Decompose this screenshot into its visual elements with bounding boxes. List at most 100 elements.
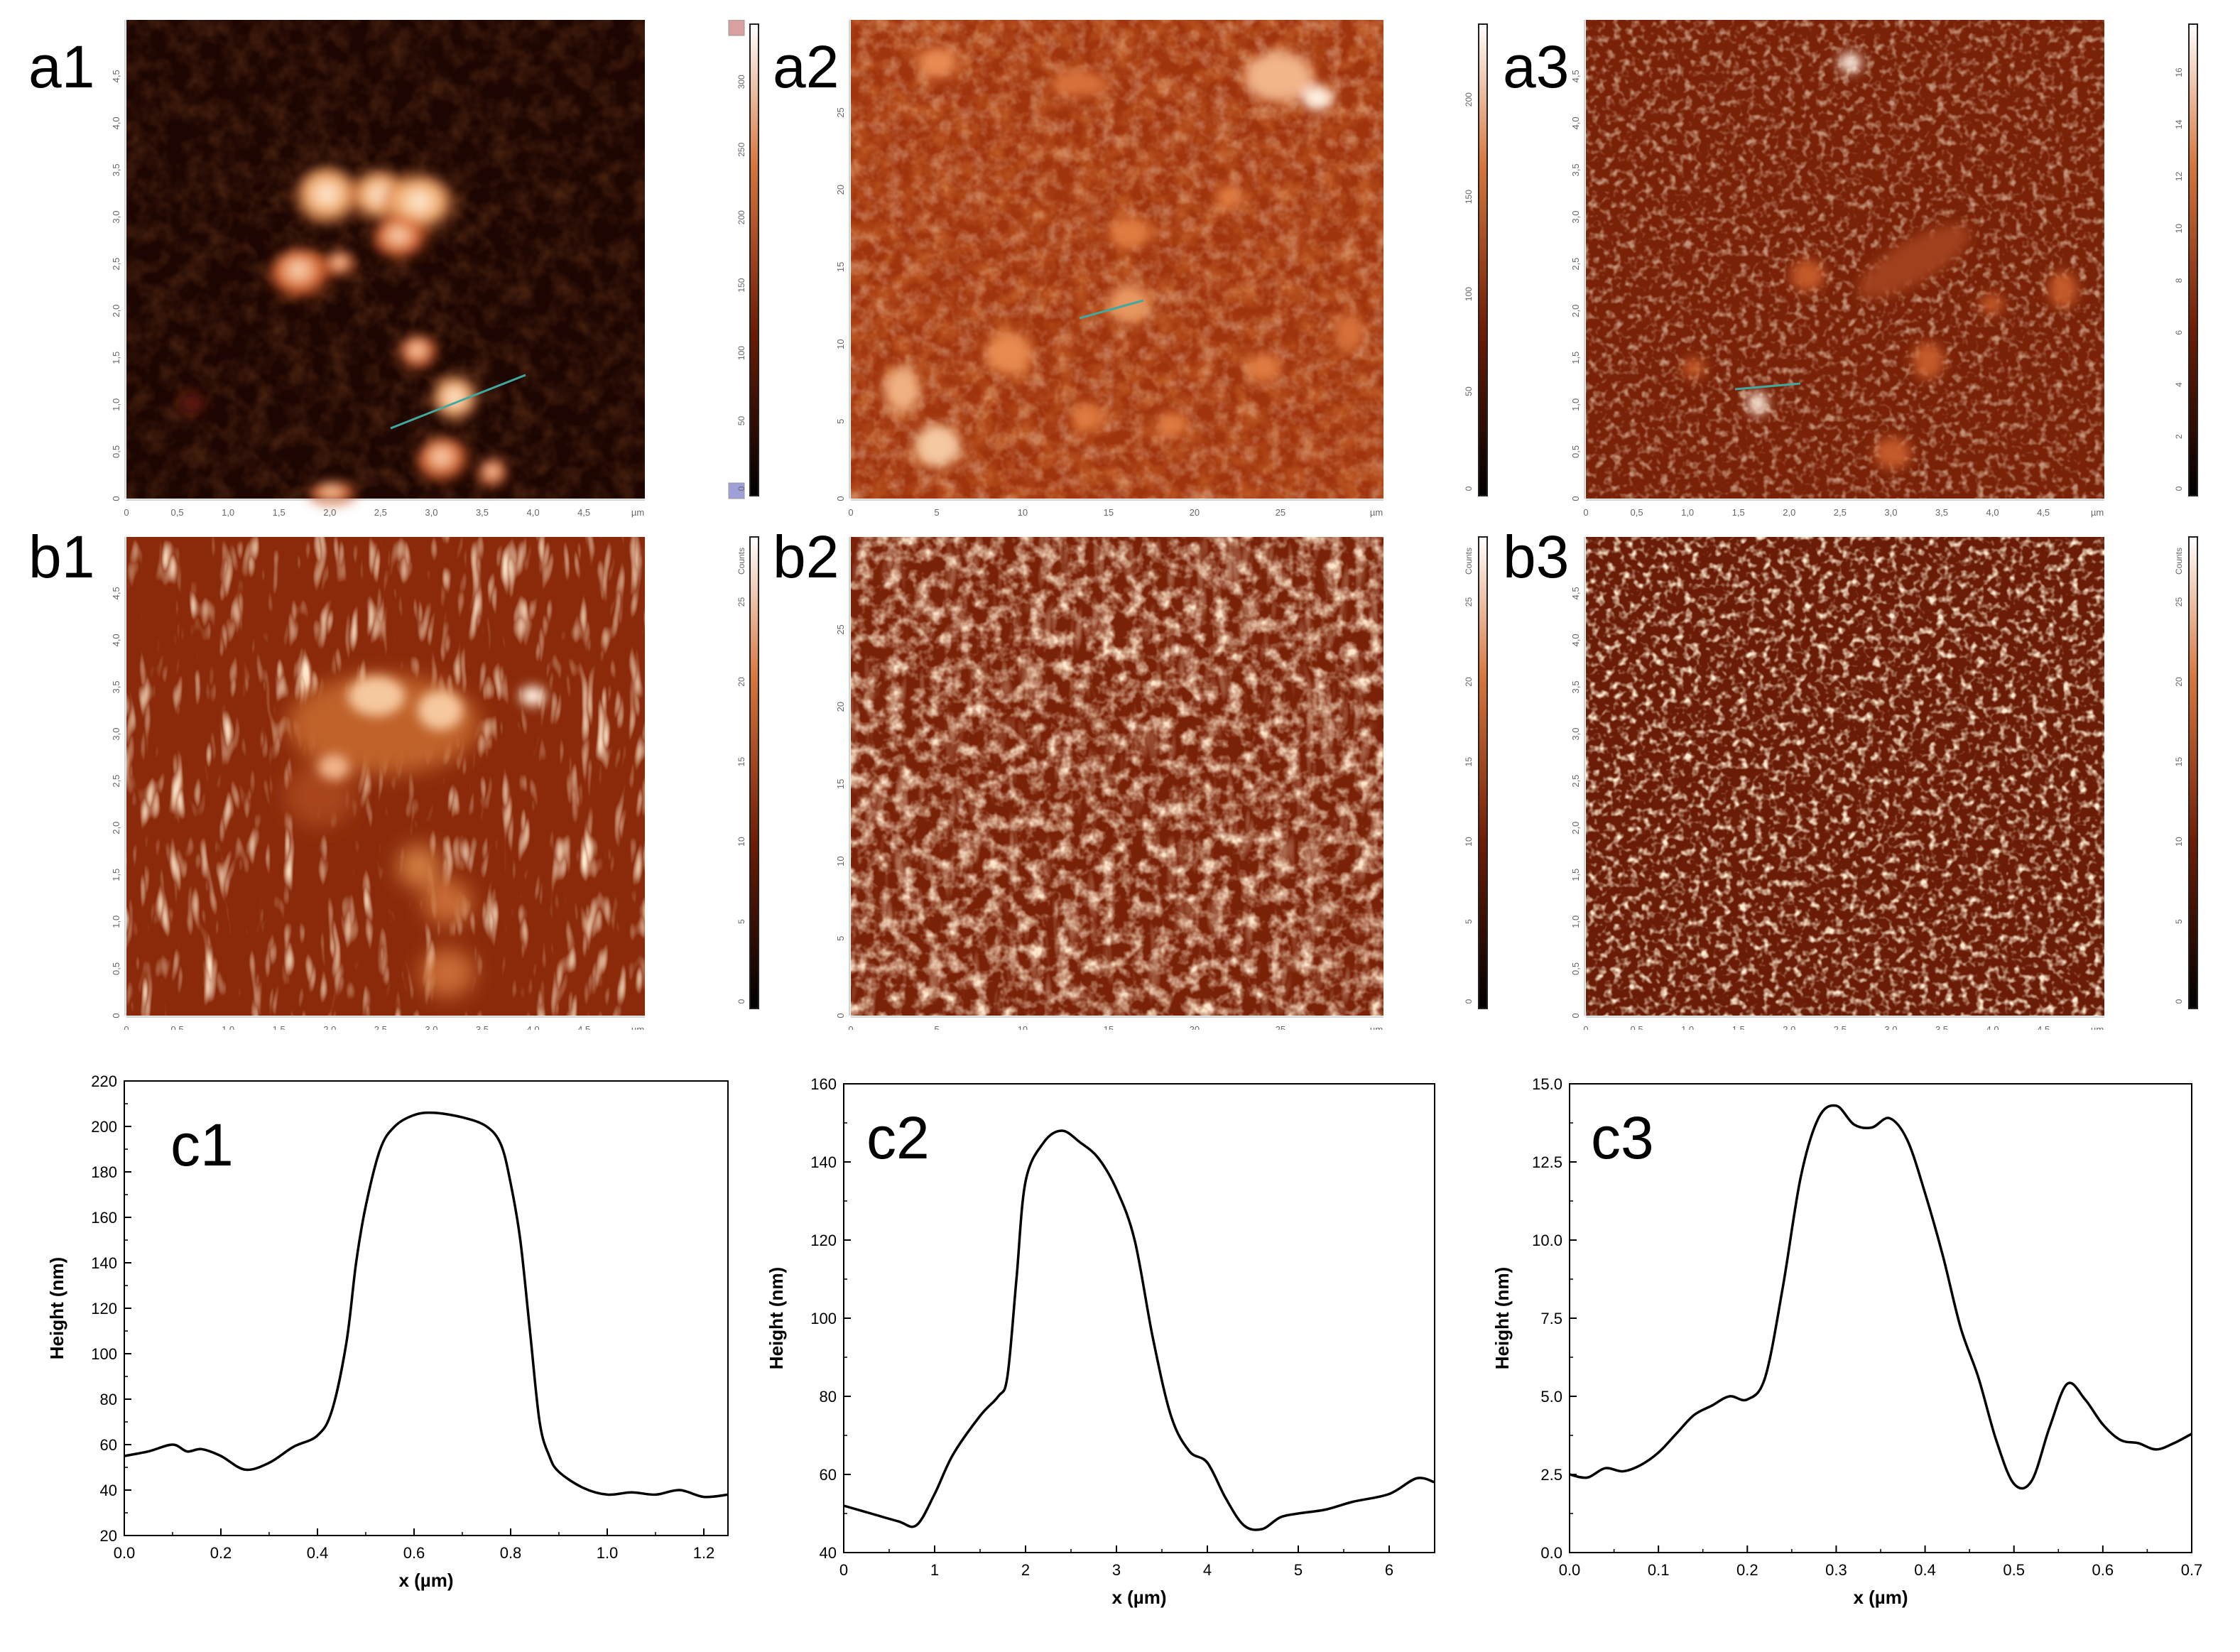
afm-image-b2: 0 0 5 5 10 10 15 15 20 20 25 25 µm [831, 533, 1399, 1030]
x-tick-label: 0.4 [307, 1544, 329, 1562]
y-tick-label: 140 [810, 1153, 837, 1171]
y-tick-label: 120 [91, 1300, 117, 1317]
x-tick-label: 0 [848, 507, 853, 518]
x-tick-label: 0 [1583, 1024, 1588, 1030]
y-tick-label: 1,0 [1570, 398, 1581, 411]
y-tick-label: 15 [835, 779, 846, 789]
colorbar-a2: 0 50 100 150 200 [1463, 20, 1506, 510]
colorbar-tick-label: 20 [2174, 677, 2184, 687]
y-tick-label: 5 [835, 936, 846, 941]
colorbar-tick-label: 15 [1464, 757, 1474, 767]
y-tick-label: 2,5 [111, 258, 121, 271]
afm-image-b3: 0 0 0,5 0,5 1,0 1,0 1,5 1,5 2,0 2,0 2,5 2,5 3,0 3,0 3,… [1566, 533, 2120, 1030]
colorbar-tick-label: 5 [1464, 919, 1474, 924]
x-tick-label: 0.5 [2003, 1561, 2025, 1579]
x-tick-label: 0.4 [1914, 1561, 1936, 1579]
panel-label-c1: c1 [170, 1112, 234, 1178]
y-tick-label: 0 [111, 1013, 121, 1018]
y-tick-label: 20 [835, 702, 846, 712]
x-tick-label: 4,5 [2037, 1024, 2050, 1030]
x-tick-label: 5 [934, 1024, 939, 1030]
colorbar-tick-label: 100 [1464, 287, 1474, 301]
y-axis-label: Height (nm) [46, 1257, 67, 1359]
x-tick-label: 0 [839, 1561, 848, 1579]
x-axis-label: x (µm) [398, 1570, 453, 1591]
x-tick-label: 2 [1021, 1561, 1030, 1579]
x-tick-label: 4,5 [577, 507, 590, 518]
y-tick-label: 0,5 [1570, 445, 1581, 458]
x-tick-label: 0 [124, 1024, 129, 1030]
x-tick-label: 0 [848, 1024, 853, 1030]
x-tick-label: 0.8 [500, 1544, 522, 1562]
x-tick-label: 4,5 [2037, 507, 2050, 518]
colorbar-tick-label: 50 [1464, 386, 1474, 396]
axis-unit-label: µm [2091, 1024, 2104, 1030]
x-tick-label: 1,5 [273, 1024, 286, 1030]
x-tick-label: 0.7 [2181, 1561, 2203, 1579]
x-tick-label: 4,0 [1986, 507, 1999, 518]
x-tick-label: 3,0 [425, 1024, 437, 1030]
x-tick-label: 0.0 [114, 1544, 136, 1562]
y-tick-label: 5 [835, 419, 846, 424]
x-tick-label: 15 [1104, 507, 1114, 518]
colorbar-tick-label: 4 [2174, 382, 2184, 387]
y-tick-label: 220 [91, 1072, 117, 1090]
y-tick-label: 3,5 [1570, 680, 1581, 693]
x-tick-label: 2,5 [1834, 1024, 1847, 1030]
y-tick-label: 3,5 [1570, 163, 1581, 176]
y-axis-label: Height (nm) [1491, 1267, 1513, 1369]
height-profile-c3: 0.0 0.1 0.2 0.3 0.4 0.5 0.6 0.7 0.0 2.5 5.0 7.5 10.0… [1477, 1065, 2230, 1651]
y-tick-label: 100 [91, 1345, 117, 1363]
y-tick-label: 2,5 [1570, 258, 1581, 271]
x-tick-label: 15 [1104, 1024, 1114, 1030]
height-profile-c1: 0.0 0.2 0.4 0.6 0.8 1.0 1.2 20 40 60 80 100 120 140 16… [0, 1065, 753, 1623]
x-tick-label: 1.2 [693, 1544, 715, 1562]
colorbar-tick-label: 0 [1464, 999, 1474, 1004]
colorbar-b2: 0 5 10 15 20 25 Counts [1463, 533, 1506, 1023]
height-profile-line [1569, 1104, 2192, 1490]
colorbar-tick-label: 250 [736, 142, 746, 156]
y-tick-label: 3,0 [111, 727, 121, 740]
height-profile-line [843, 1129, 1435, 1531]
x-tick-label: 3,5 [476, 1024, 489, 1030]
axis-unit-label: µm [631, 1024, 644, 1030]
colorbar-tick-label: 100 [736, 346, 746, 360]
panel-label-a3: a3 [1503, 33, 1570, 100]
y-tick-label: 60 [820, 1466, 837, 1484]
y-tick-label: 10.0 [1532, 1232, 1562, 1249]
x-tick-label: 20 [1190, 507, 1200, 518]
colorbar-tick-label: 150 [1464, 190, 1474, 204]
x-tick-label: 3,5 [1935, 1024, 1948, 1030]
y-tick-label: 25 [835, 107, 846, 117]
colorbar-unit-label: Counts [2174, 548, 2184, 575]
x-tick-label: 3,0 [425, 507, 437, 518]
y-tick-label: 20 [835, 185, 846, 195]
x-tick-label: 0.3 [1825, 1561, 1847, 1579]
y-tick-label: 4,5 [111, 587, 121, 599]
axis-unit-label: µm [631, 507, 644, 518]
x-tick-label: 1,5 [1732, 1024, 1745, 1030]
colorbar-tick-label: 25 [2174, 597, 2184, 607]
x-tick-label: 1,0 [222, 507, 234, 518]
colorbar-tick-label: 10 [736, 837, 746, 847]
plot-frame [843, 1083, 1435, 1553]
x-tick-label: 5 [1294, 1561, 1303, 1579]
x-tick-label: 1,5 [273, 507, 286, 518]
colorbar-tick-label: 14 [2174, 119, 2184, 129]
y-tick-label: 0,5 [1570, 962, 1581, 975]
x-tick-label: 0,5 [1631, 507, 1643, 518]
x-tick-label: 2,5 [374, 1024, 387, 1030]
x-tick-label: 0 [124, 507, 129, 518]
colorbar-tick-label: 300 [736, 75, 746, 89]
x-tick-label: 4,0 [527, 507, 540, 518]
y-tick-label: 0 [111, 496, 121, 501]
y-tick-label: 200 [91, 1118, 117, 1136]
y-tick-label: 40 [100, 1482, 117, 1499]
y-tick-label: 0,5 [111, 445, 121, 458]
y-tick-label: 40 [820, 1544, 837, 1562]
x-tick-label: 1,0 [1681, 507, 1694, 518]
axis-unit-label: µm [2091, 507, 2104, 518]
y-tick-label: 2,0 [1570, 822, 1581, 835]
colorbar-tick-label: 5 [2174, 919, 2184, 924]
colorbar-tick-label: 150 [736, 278, 746, 292]
